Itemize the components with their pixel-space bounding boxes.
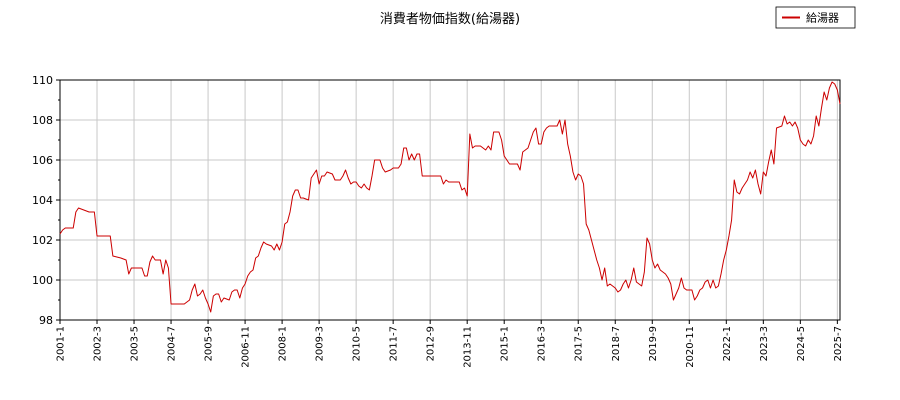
series-line-0: [59, 81, 841, 313]
x-tick-label: 2002-3: [93, 326, 104, 361]
legend-box: [775, 6, 856, 29]
x-tick-label: 2018-7: [611, 326, 622, 361]
x-tick-label: 2024-5: [796, 326, 807, 361]
y-tick-label: 100: [32, 274, 53, 287]
x-tick-label: 2016-3: [537, 326, 548, 361]
x-tick-label: 2006-11: [241, 326, 252, 368]
x-tick-label: 2015-1: [500, 326, 511, 361]
x-tick-label: 2009-3: [315, 326, 326, 361]
x-tick-label: 2013-11: [463, 326, 474, 368]
series-layer: [59, 81, 841, 313]
chart-title: 消費者物価指数(給湯器): [380, 12, 520, 27]
x-tick-label: 2020-11: [685, 326, 696, 368]
grid: [59, 79, 840, 321]
x-tick-label: 2011-7: [389, 326, 400, 361]
x-tick-label: 2019-9: [648, 326, 659, 361]
x-tick-label: 2012-9: [426, 326, 437, 361]
x-axis: 2001-1 2002-3 2003-5 2004-7 2005-9 2006-11 200…: [56, 320, 844, 368]
x-tick-label: 2023-3: [759, 326, 770, 361]
y-axis: 98 100 102 104 106 108 110: [32, 74, 60, 327]
x-tick-label: 2008-1: [278, 326, 289, 361]
x-tick-label: 2022-1: [722, 326, 733, 361]
x-tick-label: 2003-5: [130, 326, 141, 361]
y-tick-label: 110: [32, 74, 53, 87]
legend: 給湯器: [775, 6, 856, 29]
legend-label: 給湯器: [806, 11, 839, 25]
x-tick-label: 2010-5: [352, 326, 363, 361]
x-tick-label: 2017-5: [574, 326, 585, 361]
y-tick-label: 106: [32, 154, 53, 167]
y-tick-label: 108: [32, 114, 53, 127]
y-tick-label: 104: [32, 194, 53, 207]
y-tick-label: 98: [39, 314, 53, 327]
x-tick-label: 2001-1: [56, 326, 67, 361]
x-tick-label: 2025-7: [833, 326, 844, 361]
x-tick-label: 2004-7: [167, 326, 178, 361]
x-tick-label: 2005-9: [204, 326, 215, 361]
y-tick-label: 102: [32, 234, 53, 247]
